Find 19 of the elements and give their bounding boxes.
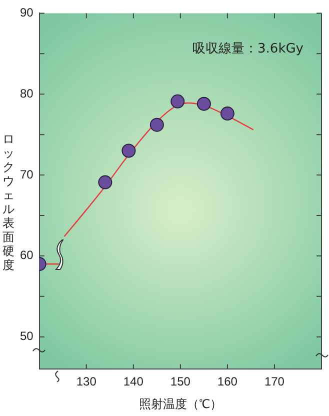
point: [122, 144, 136, 158]
text: ロックウェル表面硬度: [2, 132, 14, 272]
point: [150, 118, 164, 132]
y-tick-label: 50: [20, 329, 34, 344]
y-tick-label: 70: [20, 167, 34, 182]
point: [98, 175, 112, 190]
x-tick-label: 160: [217, 374, 238, 389]
y-tick-label: 60: [20, 248, 34, 262]
x-tick-label: 150: [170, 374, 191, 389]
annotation: 吸収線量：3.6kGy: [192, 42, 304, 57]
x-tick-label: 140: [123, 374, 144, 389]
y-tick-label: 80: [20, 86, 34, 100]
x-tick-label: 170: [264, 374, 285, 389]
x-tick-label: 130: [76, 374, 97, 389]
point: [170, 94, 185, 108]
y-tick-label: 90: [20, 6, 34, 20]
x-axis-title: 照射温度（℃）: [138, 397, 222, 412]
point: [196, 96, 211, 111]
point: [220, 106, 234, 121]
